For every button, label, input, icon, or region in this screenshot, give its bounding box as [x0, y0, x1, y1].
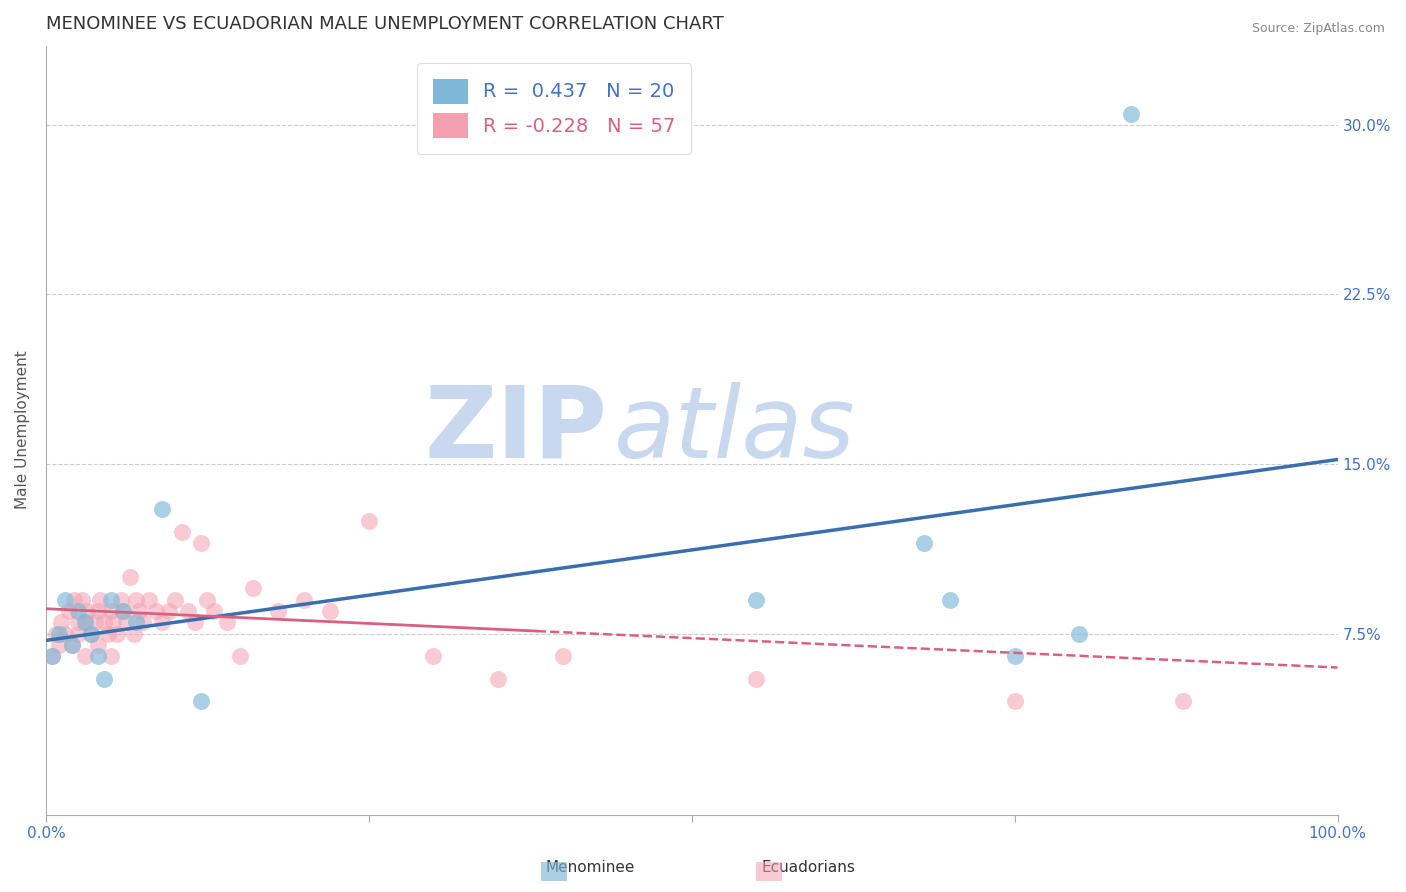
Point	[170, 524, 193, 539]
Y-axis label: Male Unemployment: Male Unemployment	[15, 351, 30, 509]
Point	[267, 604, 290, 618]
Point	[215, 615, 238, 630]
Point	[67, 604, 90, 618]
Point	[48, 626, 70, 640]
Legend: R =  0.437   N = 20, R = -0.228   N = 57: R = 0.437 N = 20, R = -0.228 N = 57	[418, 63, 692, 154]
Point	[422, 649, 444, 664]
Point	[70, 592, 93, 607]
Point	[745, 592, 768, 607]
Point	[41, 649, 63, 664]
Point	[100, 592, 122, 607]
Point	[80, 626, 103, 640]
Point	[1004, 694, 1026, 708]
Point	[100, 649, 122, 664]
Point	[73, 649, 96, 664]
Point	[939, 592, 962, 607]
Point	[165, 592, 187, 607]
Point	[197, 592, 219, 607]
Point	[551, 649, 574, 664]
Point	[86, 604, 108, 618]
Point	[150, 502, 173, 516]
Point	[93, 615, 115, 630]
Point	[86, 638, 108, 652]
Text: Source: ZipAtlas.com: Source: ZipAtlas.com	[1251, 22, 1385, 36]
Point	[242, 582, 264, 596]
Point	[76, 604, 98, 618]
Point	[1069, 626, 1091, 640]
Point	[1119, 106, 1142, 120]
Point	[41, 649, 63, 664]
Point	[60, 638, 83, 652]
Point	[110, 592, 132, 607]
Point	[63, 592, 86, 607]
Point	[145, 604, 167, 618]
Point	[190, 536, 212, 550]
Point	[58, 604, 80, 618]
Point	[150, 615, 173, 630]
Point	[1004, 649, 1026, 664]
Point	[228, 649, 250, 664]
Point	[912, 536, 935, 550]
Point	[177, 604, 200, 618]
Point	[89, 592, 111, 607]
Point	[105, 626, 128, 640]
Point	[357, 514, 380, 528]
Point	[53, 592, 76, 607]
Point	[125, 615, 148, 630]
Point	[125, 592, 148, 607]
Point	[128, 604, 150, 618]
Point	[101, 615, 124, 630]
Point	[93, 672, 115, 686]
Point	[190, 694, 212, 708]
Point	[202, 604, 225, 618]
Point	[86, 649, 108, 664]
Point	[122, 626, 145, 640]
Point	[45, 626, 67, 640]
Point	[112, 604, 135, 618]
Point	[157, 604, 180, 618]
Point	[115, 615, 138, 630]
Point	[80, 626, 103, 640]
Point	[138, 592, 160, 607]
Point	[53, 626, 76, 640]
Point	[745, 672, 768, 686]
Point	[100, 604, 122, 618]
Point	[84, 615, 107, 630]
Text: Menominee: Menominee	[546, 861, 636, 875]
Point	[292, 592, 315, 607]
Point	[112, 604, 135, 618]
Point	[118, 570, 141, 584]
Point	[67, 615, 90, 630]
Point	[73, 615, 96, 630]
Point	[67, 626, 90, 640]
Point	[183, 615, 205, 630]
Point	[51, 615, 73, 630]
Point	[60, 638, 83, 652]
Text: ZIP: ZIP	[425, 382, 607, 479]
Point	[48, 638, 70, 652]
Point	[486, 672, 509, 686]
Point	[97, 626, 120, 640]
Point	[73, 615, 96, 630]
Text: MENOMINEE VS ECUADORIAN MALE UNEMPLOYMENT CORRELATION CHART: MENOMINEE VS ECUADORIAN MALE UNEMPLOYMEN…	[46, 15, 724, 33]
Point	[319, 604, 342, 618]
Point	[1171, 694, 1194, 708]
Text: Ecuadorians: Ecuadorians	[762, 861, 855, 875]
Point	[132, 615, 155, 630]
Text: atlas: atlas	[614, 382, 856, 479]
